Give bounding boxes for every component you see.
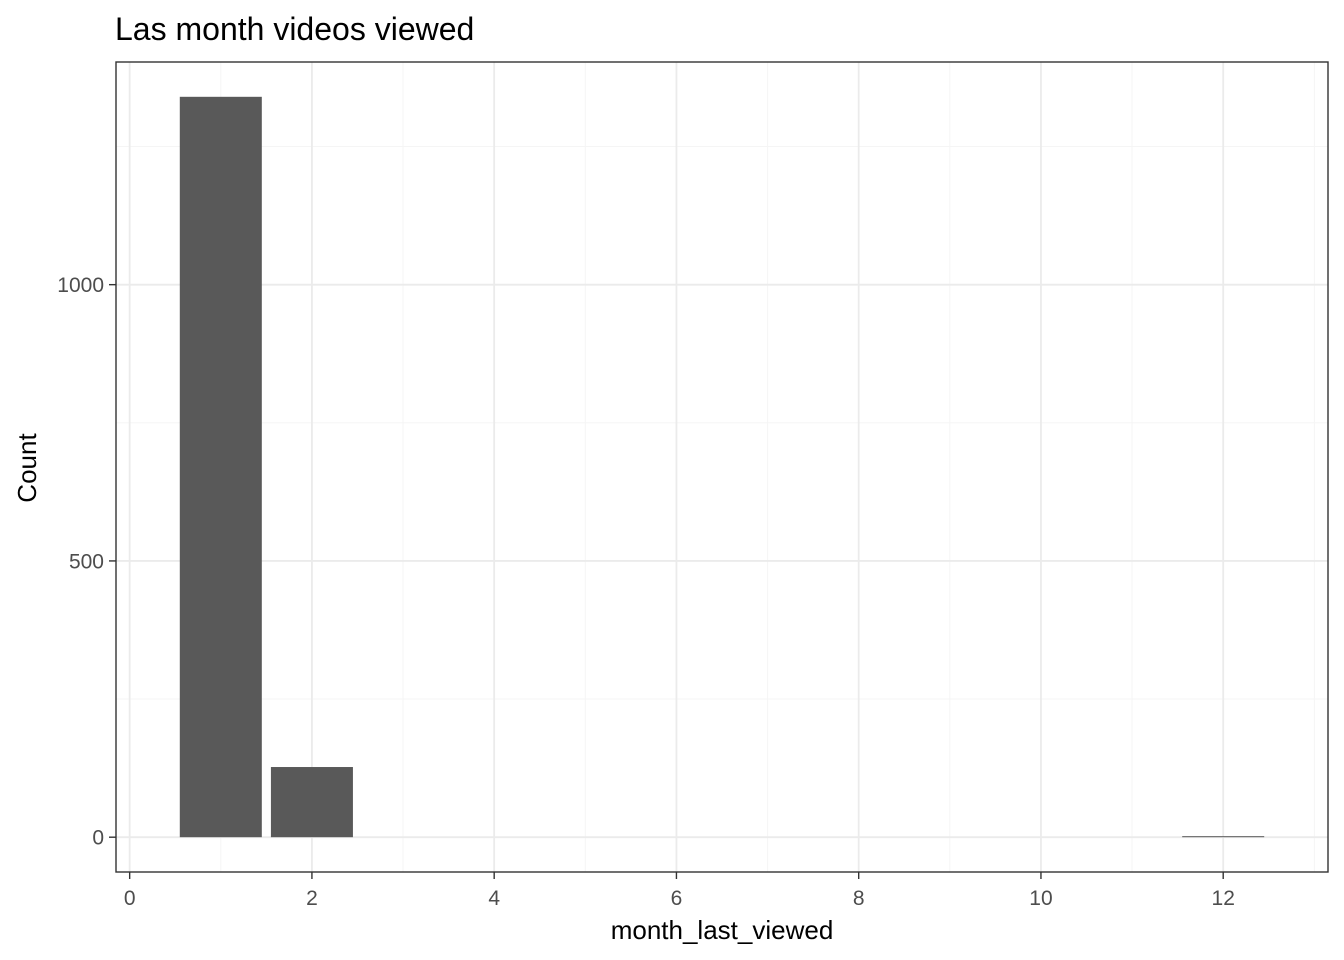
y-axis-title: Count [12,433,42,503]
x-axis-title: month_last_viewed [611,915,834,945]
bar-12 [1182,836,1265,838]
y-tick-label: 1000 [57,274,104,297]
panel-border [115,61,1329,873]
y-axis-ticks: 0 500 1000 [57,274,116,850]
x-tick-label: 8 [853,887,865,910]
chart-title: Las month videos viewed [115,11,474,47]
y-tick-label: 500 [69,550,104,573]
bar-2 [270,767,353,838]
x-tick-label: 6 [671,887,683,910]
x-axis-ticks: 0 2 4 6 8 10 12 [124,872,1235,910]
x-tick-label: 10 [1029,887,1052,910]
x-tick-label: 12 [1212,887,1235,910]
x-tick-label: 2 [306,887,318,910]
x-tick-label: 0 [124,887,136,910]
bar-1 [179,96,262,838]
bars-group [179,96,1265,838]
y-tick-label: 0 [92,827,104,850]
minor-gridlines [116,62,1328,872]
x-tick-label: 4 [488,887,500,910]
